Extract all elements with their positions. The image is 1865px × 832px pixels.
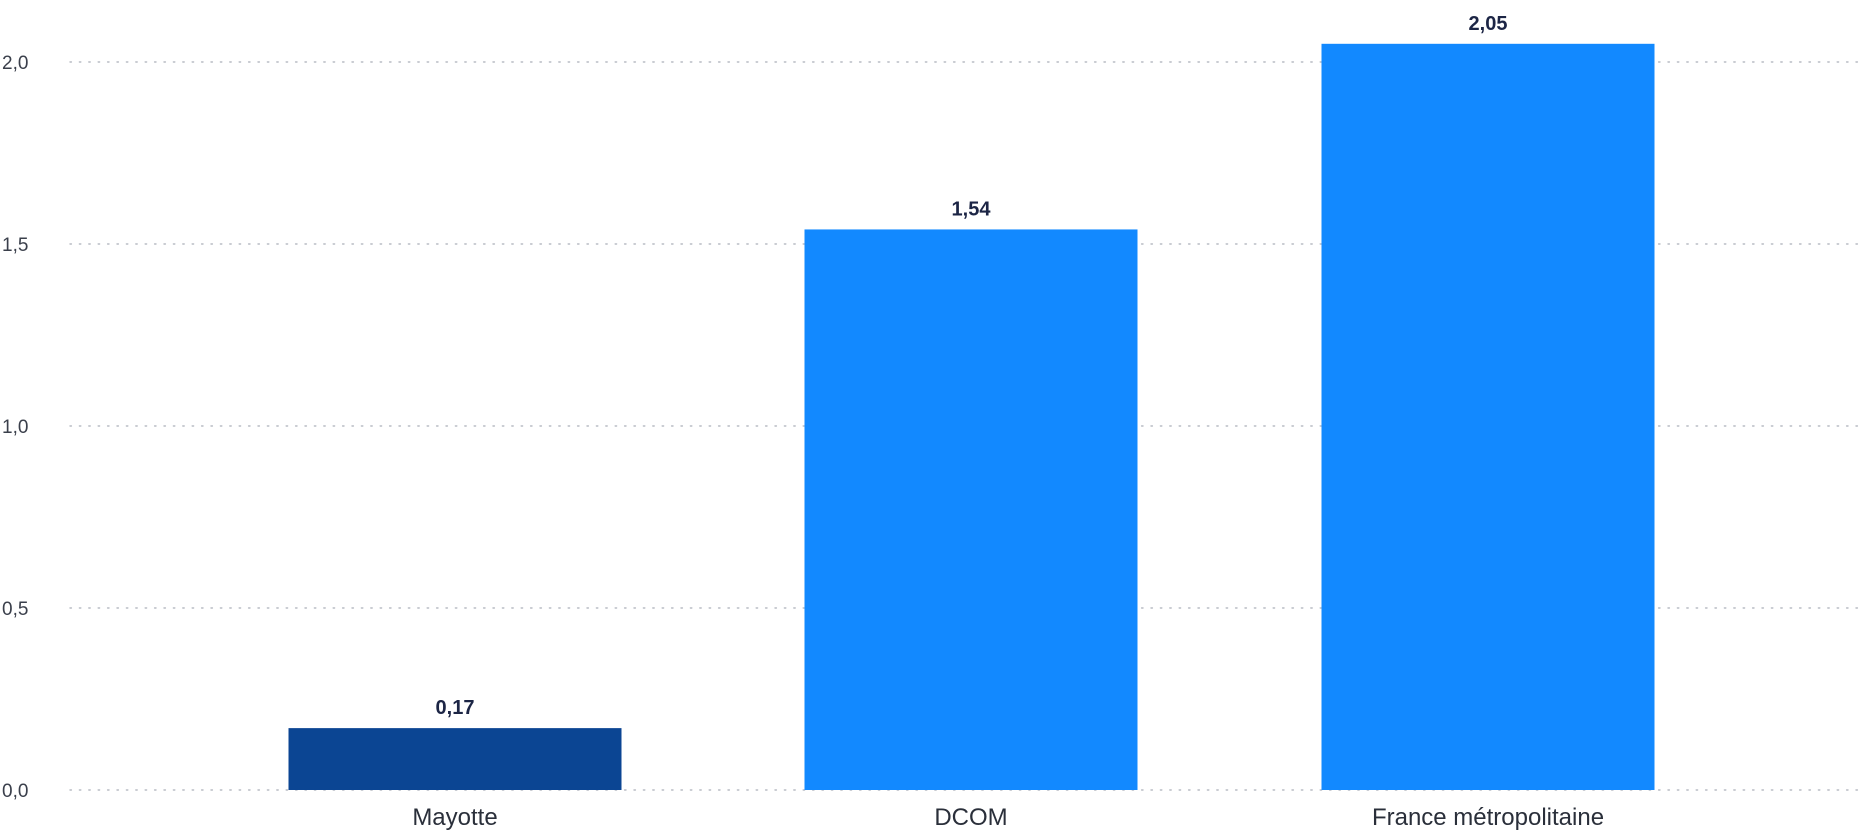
bar bbox=[288, 728, 622, 790]
x-category-label: France métropolitaine bbox=[1372, 804, 1604, 831]
y-axis-ticks: 0,0 0,5 1,0 1,5 2,0 bbox=[2, 53, 28, 802]
data-labels: 0,17 1,54 2,05 bbox=[436, 13, 1508, 719]
bar-value-label: 1,54 bbox=[952, 198, 992, 220]
y-tick-label: 1,0 bbox=[2, 417, 28, 438]
x-category-label: Mayotte bbox=[412, 804, 497, 831]
y-tick-label: 1,5 bbox=[2, 235, 28, 256]
x-axis-categories: Mayotte DCOM France métropolitaine bbox=[412, 804, 1604, 831]
bar-value-label: 0,17 bbox=[436, 697, 475, 719]
bar-value-label: 2,05 bbox=[1469, 13, 1508, 35]
bars bbox=[288, 43, 1655, 791]
x-category-label: DCOM bbox=[934, 804, 1007, 831]
y-tick-label: 2,0 bbox=[2, 53, 28, 74]
bar bbox=[804, 229, 1138, 790]
bar bbox=[1321, 43, 1655, 791]
y-tick-label: 0,5 bbox=[2, 599, 28, 620]
y-tick-label: 0,0 bbox=[2, 781, 28, 802]
